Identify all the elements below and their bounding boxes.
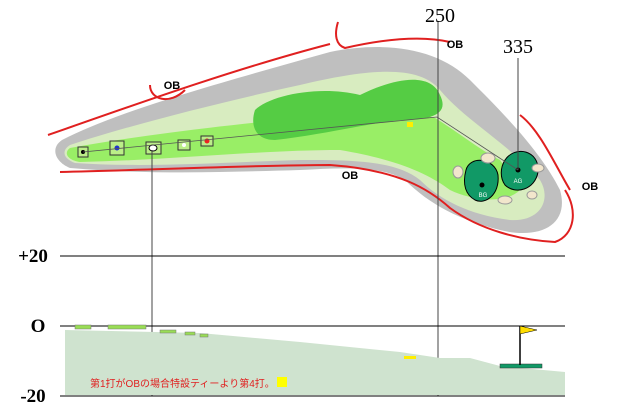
pin	[479, 182, 485, 188]
tee-profile	[74, 324, 209, 338]
note-marker	[277, 377, 287, 387]
terrain	[65, 330, 565, 395]
fairway-landing	[253, 79, 443, 140]
ob-label: OB	[582, 181, 599, 193]
bunkers	[452, 152, 545, 205]
distance-label: 250	[425, 5, 455, 27]
ob-label: OB	[342, 170, 359, 182]
elevation-label: +20	[18, 246, 48, 267]
ob-label: OB	[164, 80, 181, 92]
elevation-label: -20	[20, 386, 45, 407]
elevation-label: O	[31, 316, 46, 337]
fairway	[66, 112, 520, 200]
ob-label: OB	[447, 39, 464, 51]
marker	[407, 122, 413, 127]
note: 第1打がOBの場合特設ティーより第4打。	[90, 377, 275, 390]
play-line	[82, 116, 519, 171]
green-label: AG	[514, 179, 523, 185]
distance-label: 335	[503, 36, 533, 58]
ob-lines	[47, 21, 574, 244]
green-label: BG	[479, 193, 488, 199]
